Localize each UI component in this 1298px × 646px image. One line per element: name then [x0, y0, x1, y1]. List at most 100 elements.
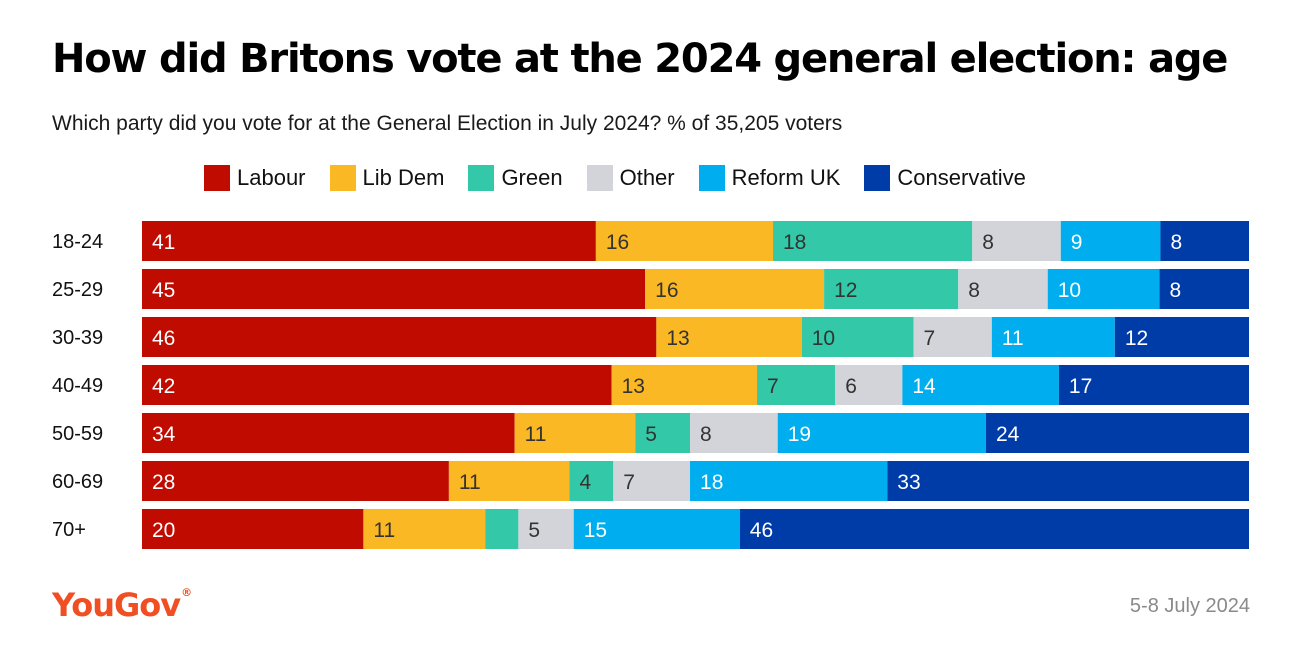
data-label-30-39-labour: 46 — [152, 327, 175, 350]
data-label-30-39-reform-uk: 11 — [1002, 327, 1024, 350]
legend-item-green: Green — [468, 165, 563, 191]
legend-swatch-conservative — [864, 165, 891, 191]
data-label-50-59-other: 8 — [700, 423, 712, 446]
chart-legend: Labour Lib Dem Green Other Reform UK Conserva… — [204, 165, 1050, 191]
data-label-50-59-green: 5 — [645, 423, 657, 446]
data-label-40-49-labour: 42 — [152, 375, 175, 398]
data-label-50-59-labour: 34 — [152, 423, 176, 446]
data-label-70-labour: 20 — [152, 519, 175, 542]
bar-18-24-labour — [142, 221, 596, 261]
category-label-60-69: 60-69 — [52, 471, 103, 493]
data-label-25-29-reform-uk: 10 — [1058, 279, 1081, 302]
bar-40-49-other — [835, 365, 903, 405]
data-label-60-69-reform-uk: 18 — [700, 471, 723, 494]
bar-18-24-green — [772, 221, 973, 261]
bar-60-69-other — [613, 461, 691, 501]
data-label-25-29-other: 8 — [968, 279, 980, 302]
legend-label-green: Green — [501, 165, 563, 190]
bar-25-29-conservative — [1159, 269, 1249, 309]
bar-50-59-green — [635, 413, 691, 453]
bar-50-59-lib-dem — [514, 413, 636, 453]
data-label-18-24-other: 8 — [982, 231, 994, 254]
legend-item-other: Other — [586, 165, 675, 191]
data-label-60-69-conservative: 33 — [897, 471, 920, 494]
bar-25-29-lib-dem — [645, 269, 825, 309]
legend-label-conservative: Conservative — [897, 165, 1026, 190]
data-label-50-59-reform-uk: 19 — [788, 423, 811, 446]
category-label-70: 70+ — [52, 519, 86, 541]
data-label-70-reform-uk: 15 — [584, 519, 607, 542]
data-label-70-conservative: 46 — [750, 519, 773, 542]
bar-60-69-green — [569, 461, 614, 501]
bar-30-39-reform-uk — [991, 317, 1115, 357]
yougov-logo: YouGov® — [52, 586, 192, 624]
bar-50-59-other — [690, 413, 778, 453]
bar-60-69-lib-dem — [448, 461, 570, 501]
bar-60-69-reform-uk — [690, 461, 888, 501]
data-label-30-39-green: 10 — [812, 327, 835, 350]
data-label-70-lib-dem: 11 — [373, 519, 395, 542]
bar-40-49-reform-uk — [902, 365, 1059, 405]
bar-40-49-lib-dem — [611, 365, 757, 405]
category-label-50-59: 50-59 — [52, 423, 103, 445]
data-label-40-49-conservative: 17 — [1069, 375, 1092, 398]
data-label-60-69-other: 7 — [623, 471, 635, 494]
chart-subtitle: Which party did you vote for at the Gene… — [52, 112, 843, 135]
legend-label-other: Other — [619, 165, 675, 190]
category-label-25-29: 25-29 — [52, 279, 103, 301]
category-label-40-49: 40-49 — [52, 375, 103, 397]
category-label-30-39: 30-39 — [52, 327, 103, 349]
data-label-70-other: 5 — [528, 519, 540, 542]
data-label-40-49-lib-dem: 13 — [622, 375, 645, 398]
data-label-40-49-other: 6 — [845, 375, 857, 398]
data-label-40-49-green: 7 — [767, 375, 779, 398]
bar-70-conservative — [739, 509, 1249, 549]
legend-item-labour: Labour — [204, 165, 306, 191]
bar-50-59-conservative — [985, 413, 1249, 453]
bar-70-other — [518, 509, 574, 549]
data-label-30-39-conservative: 12 — [1125, 327, 1148, 350]
data-label-18-24-conservative: 8 — [1170, 231, 1182, 254]
data-label-25-29-conservative: 8 — [1170, 279, 1182, 302]
bar-70-reform-uk — [573, 509, 740, 549]
bar-40-49-green — [757, 365, 836, 405]
bar-40-49-labour — [142, 365, 612, 405]
bar-70-green — [485, 509, 519, 549]
legend-item-reform-uk: Reform UK — [698, 165, 840, 191]
bar-30-39-conservative — [1114, 317, 1249, 357]
data-label-18-24-reform-uk: 9 — [1071, 231, 1083, 254]
bar-25-29-green — [824, 269, 959, 309]
data-label-30-39-other: 7 — [924, 327, 936, 350]
bar-30-39-other — [913, 317, 992, 357]
legend-swatch-other — [586, 165, 613, 191]
data-label-30-39-lib-dem: 13 — [666, 327, 689, 350]
bar-40-49-conservative — [1058, 365, 1249, 405]
data-label-60-69-green: 4 — [579, 471, 591, 494]
data-label-50-59-lib-dem: 11 — [525, 423, 547, 446]
data-label-18-24-labour: 41 — [152, 231, 175, 254]
bar-50-59-reform-uk — [777, 413, 986, 453]
registered-mark: ® — [181, 586, 192, 599]
bar-18-24-lib-dem — [595, 221, 773, 261]
bar-18-24-other — [972, 221, 1061, 261]
legend-item-conservative: Conservative — [864, 165, 1026, 191]
bar-25-29-other — [958, 269, 1048, 309]
bar-25-29-reform-uk — [1047, 269, 1160, 309]
bar-30-39-green — [801, 317, 914, 357]
data-label-50-59-conservative: 24 — [996, 423, 1020, 446]
bar-30-39-lib-dem — [656, 317, 802, 357]
data-label-40-49-reform-uk: 14 — [912, 375, 936, 398]
data-label-60-69-lib-dem: 11 — [459, 471, 481, 494]
bar-18-24-conservative — [1160, 221, 1249, 261]
bar-70-labour — [142, 509, 364, 549]
data-label-18-24-lib-dem: 16 — [606, 231, 629, 254]
brand-name: YouGov — [52, 586, 181, 624]
legend-swatch-green — [468, 165, 495, 191]
legend-swatch-reform-uk — [698, 165, 725, 191]
fieldwork-date: 5-8 July 2024 — [1129, 595, 1250, 617]
bar-25-29-labour — [142, 269, 646, 309]
data-label-25-29-labour: 45 — [152, 279, 175, 302]
bar-60-69-conservative — [887, 461, 1249, 501]
legend-label-labour: Labour — [237, 165, 306, 190]
